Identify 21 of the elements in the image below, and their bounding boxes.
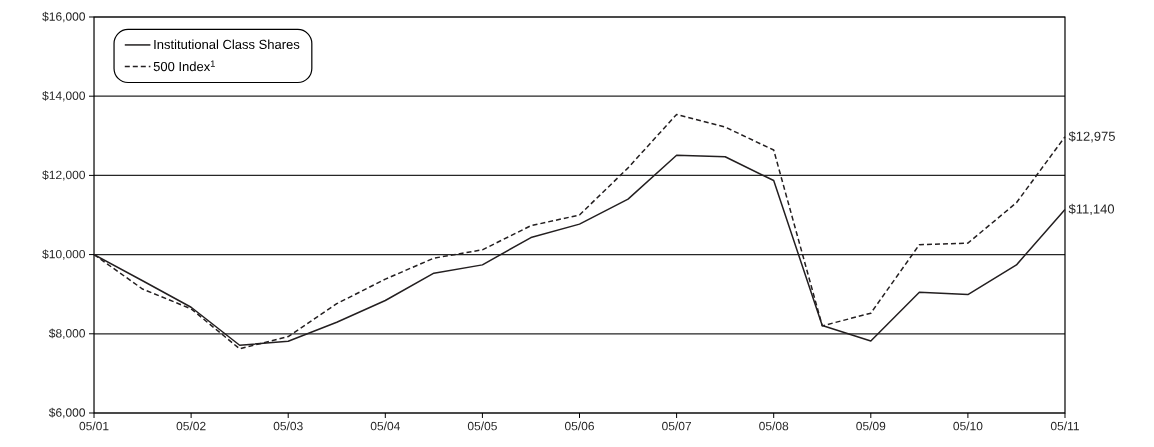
y-tick-label: $14,000	[42, 90, 86, 102]
x-tick-label: 05/05	[467, 421, 497, 431]
x-tick-label: 05/06	[564, 421, 594, 431]
annotation: $12,975	[1068, 131, 1115, 143]
y-tick-label: $6,000	[48, 407, 86, 419]
x-tick-label: 05/07	[662, 421, 692, 431]
x-tick-label: 05/03	[273, 421, 303, 431]
x-tick-label: 05/08	[759, 421, 789, 431]
x-tick-label: 05/10	[953, 421, 983, 431]
x-tick-label: 05/02	[176, 421, 206, 431]
x-tick-label: 05/01	[79, 421, 109, 431]
legend-label: Institutional Class Shares	[154, 39, 300, 50]
y-tick-label: $8,000	[48, 328, 86, 339]
annotation: $11,140	[1068, 203, 1115, 216]
x-tick-label: 05/09	[856, 421, 886, 431]
legend-label: 500 Index$^{1}$	[153, 60, 215, 72]
x-tick-label: 05/11	[1050, 421, 1079, 431]
y-tick-label: $12,000	[42, 170, 86, 181]
x-tick-label: 05/04	[370, 421, 400, 431]
y-tick-label: $16,000	[42, 11, 86, 23]
y-tick-label: $10,000	[42, 249, 86, 260]
